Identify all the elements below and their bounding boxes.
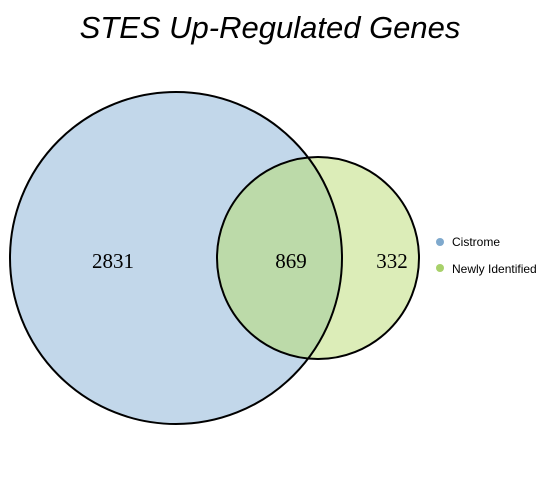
legend-marker-newly-identified: [436, 264, 444, 272]
newly-identified-circle-outline: [216, 156, 420, 360]
legend-marker-cistrome: [436, 238, 444, 246]
legend-label-cistrome: Cistrome: [452, 235, 500, 249]
overlap-region: [217, 157, 342, 359]
legend: Cistrome Newly Identified: [436, 235, 537, 276]
newly-identified-only-count: 332: [376, 249, 408, 273]
intersection-count: 869: [275, 249, 307, 273]
figure-title: STES Up-Regulated Genes: [79, 10, 461, 45]
cistrome-circle-outline: [9, 91, 343, 425]
legend-label-newly-identified: Newly Identified: [452, 262, 537, 276]
cistrome-only-count: 2831: [92, 249, 134, 273]
